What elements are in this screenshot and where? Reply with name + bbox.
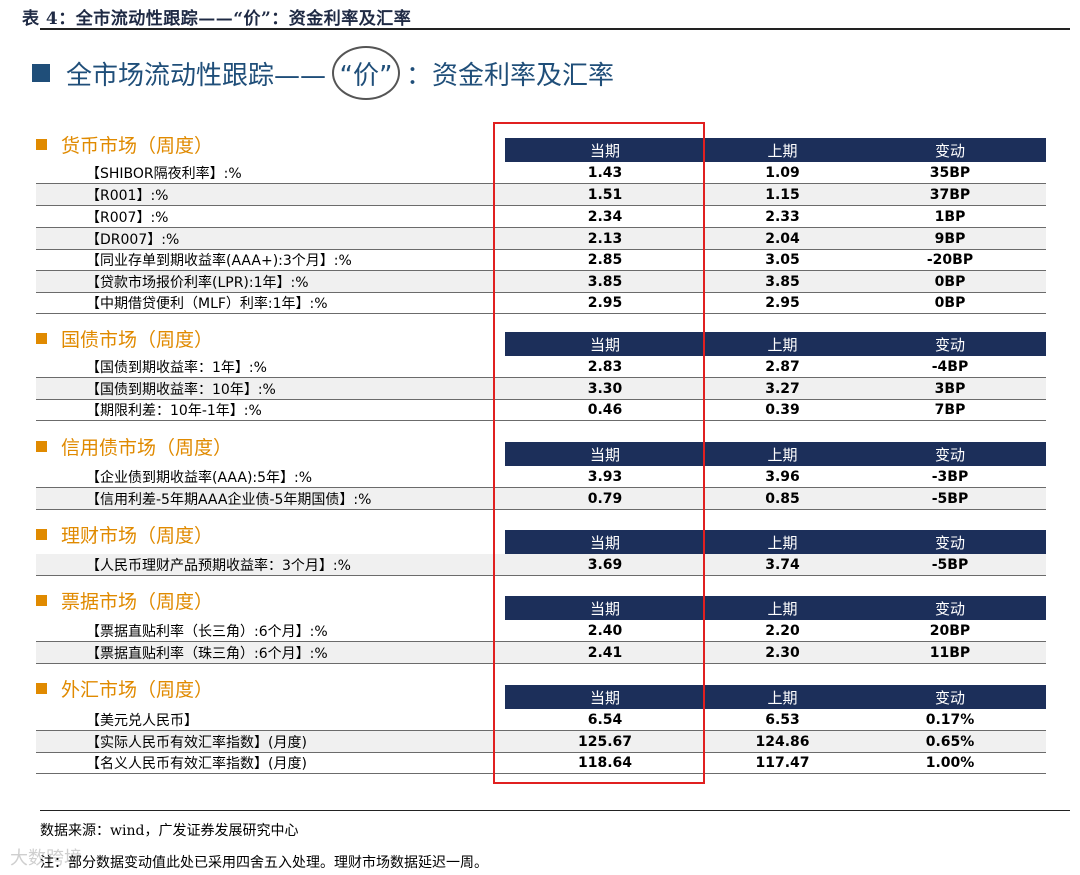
column-header: 当期 上期 变动 xyxy=(505,596,1046,620)
table-row: 【名义人民币有效汇率指数】(月度) 118.64 117.47 1.00% xyxy=(36,752,1046,774)
table-row: 【国债到期收益率：10年】:% 3.30 3.27 3BP xyxy=(36,378,1046,400)
section-bullet-icon xyxy=(36,682,47,694)
headline-square-icon xyxy=(32,64,50,82)
table-row: 【中期借贷便利（MLF）利率:1年】:% 2.95 2.95 0BP xyxy=(36,292,1046,314)
header-current: 当期 xyxy=(589,600,620,618)
table-row: 【人民币理财产品预期收益率：3个月】:% 3.69 3.74 -5BP xyxy=(36,554,1046,576)
header-current: 当期 xyxy=(589,142,620,160)
column-header: 当期 上期 变动 xyxy=(505,685,1046,709)
section-title: 外汇市场（周度） xyxy=(36,676,213,701)
table-row: 【R007】:% 2.34 2.33 1BP xyxy=(36,206,1046,228)
footnote: 注：部分数据变动值此处已采用四舍五入处理。理财市场数据延迟一周。 xyxy=(40,855,488,871)
header-change: 变动 xyxy=(934,446,965,464)
table-row: 【企业债到期收益率(AAA):5年】:% 3.93 3.96 -3BP xyxy=(36,466,1046,488)
column-header: 当期 上期 变动 xyxy=(505,442,1046,466)
header-previous: 上期 xyxy=(767,142,798,160)
header-previous: 上期 xyxy=(767,600,798,618)
headline-prefix: 全市场流动性跟踪—— xyxy=(66,60,327,91)
header-previous: 上期 xyxy=(767,336,798,354)
table-row: 【SHIBOR隔夜利率】:% 1.43 1.09 35BP xyxy=(36,162,1046,184)
header-change: 变动 xyxy=(934,689,965,707)
table-row: 【DR007】:% 2.13 2.04 9BP xyxy=(36,228,1046,250)
headline-circled-price: “价” xyxy=(332,46,401,100)
table-row: 【实际人民币有效汇率指数】(月度) 125.67 124.86 0.65% xyxy=(36,731,1046,753)
header-change: 变动 xyxy=(934,142,965,160)
column-header: 当期 上期 变动 xyxy=(505,332,1046,356)
header-previous: 上期 xyxy=(767,446,798,464)
header-previous: 上期 xyxy=(767,689,798,707)
headline-suffix: ：资金利率及汇率 xyxy=(406,60,615,91)
table-caption: 表 4：全市流动性跟踪——“价”：资金利率及汇率 xyxy=(22,9,412,29)
section-bullet-icon xyxy=(36,440,47,452)
headline: 全市场流动性跟踪—— “价” ：资金利率及汇率 xyxy=(32,46,615,100)
table-row: 【国债到期收益率：1年】:% 2.83 2.87 -4BP xyxy=(36,356,1046,378)
header-previous: 上期 xyxy=(767,534,798,552)
header-current: 当期 xyxy=(589,689,620,707)
watermark: 大数跨境 xyxy=(10,848,82,869)
table-row: 【票据直贴利率（长三角）:6个月】:% 2.40 2.20 20BP xyxy=(36,620,1046,642)
section-bullet-icon xyxy=(36,528,47,540)
section-title: 货币市场（周度） xyxy=(36,132,213,157)
header-current: 当期 xyxy=(589,446,620,464)
data-source: 数据来源：wind，广发证券发展研究中心 xyxy=(40,823,299,839)
section-title: 票据市场（周度） xyxy=(36,588,213,613)
header-change: 变动 xyxy=(934,534,965,552)
header-current: 当期 xyxy=(589,336,620,354)
column-header: 当期 上期 变动 xyxy=(505,138,1046,162)
header-change: 变动 xyxy=(934,600,965,618)
table-row: 【期限利差：10年-1年】:% 0.46 0.39 7BP xyxy=(36,399,1046,421)
table-row: 【票据直贴利率（珠三角）:6个月】:% 2.41 2.30 11BP xyxy=(36,642,1046,664)
header-current: 当期 xyxy=(589,534,620,552)
table-row: 【R001】:% 1.51 1.15 37BP xyxy=(36,184,1046,206)
section-bullet-icon xyxy=(36,594,47,606)
section-bullet-icon xyxy=(36,138,47,150)
section-title: 信用债市场（周度） xyxy=(36,434,232,459)
table-row: 【同业存单到期收益率(AAA+):3个月】:% 2.85 3.05 -20BP xyxy=(36,249,1046,271)
column-header: 当期 上期 变动 xyxy=(505,530,1046,554)
table-row: 【信用利差-5年期AAA企业债-5年期国债】:% 0.79 0.85 -5BP xyxy=(36,488,1046,510)
table-row: 【贷款市场报价利率(LPR):1年】:% 3.85 3.85 0BP xyxy=(36,271,1046,293)
table-row: 【美元兑人民币】 6.54 6.53 0.17% xyxy=(36,709,1046,731)
section-title: 国债市场（周度） xyxy=(36,326,213,351)
footer-divider xyxy=(40,810,1070,811)
header-change: 变动 xyxy=(934,336,965,354)
section-title: 理财市场（周度） xyxy=(36,522,213,547)
caption-divider xyxy=(40,28,1070,30)
section-bullet-icon xyxy=(36,332,47,344)
